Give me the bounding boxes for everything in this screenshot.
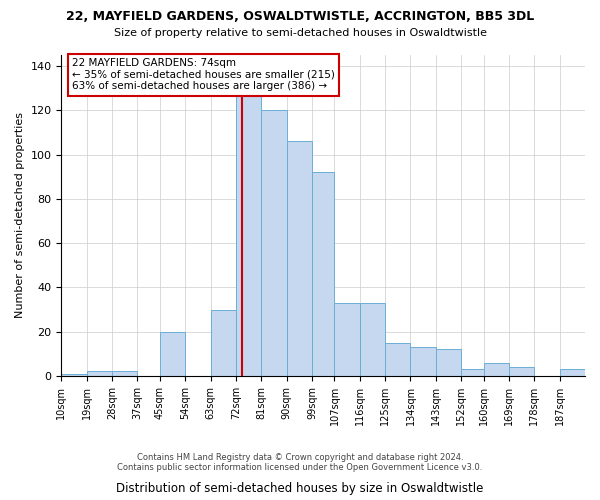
Bar [261, 110, 287, 376]
Bar [436, 350, 461, 376]
Bar [312, 172, 334, 376]
Bar [236, 92, 261, 376]
Bar [211, 310, 236, 376]
Text: 22 MAYFIELD GARDENS: 74sqm
← 35% of semi-detached houses are smaller (215)
63% o: 22 MAYFIELD GARDENS: 74sqm ← 35% of semi… [72, 58, 335, 92]
Bar [334, 303, 360, 376]
Bar [112, 372, 137, 376]
Bar [61, 374, 87, 376]
Bar [509, 367, 535, 376]
Text: Distribution of semi-detached houses by size in Oswaldtwistle: Distribution of semi-detached houses by … [116, 482, 484, 495]
Bar [385, 342, 410, 376]
Text: Contains HM Land Registry data © Crown copyright and database right 2024.
Contai: Contains HM Land Registry data © Crown c… [118, 453, 482, 472]
Bar [87, 372, 112, 376]
Bar [484, 362, 509, 376]
Y-axis label: Number of semi-detached properties: Number of semi-detached properties [15, 112, 25, 318]
Bar [360, 303, 385, 376]
Bar [461, 370, 484, 376]
Bar [287, 142, 312, 376]
Bar [160, 332, 185, 376]
Text: 22, MAYFIELD GARDENS, OSWALDTWISTLE, ACCRINGTON, BB5 3DL: 22, MAYFIELD GARDENS, OSWALDTWISTLE, ACC… [66, 10, 534, 23]
Bar [410, 347, 436, 376]
Bar [560, 370, 585, 376]
Text: Size of property relative to semi-detached houses in Oswaldtwistle: Size of property relative to semi-detach… [113, 28, 487, 38]
